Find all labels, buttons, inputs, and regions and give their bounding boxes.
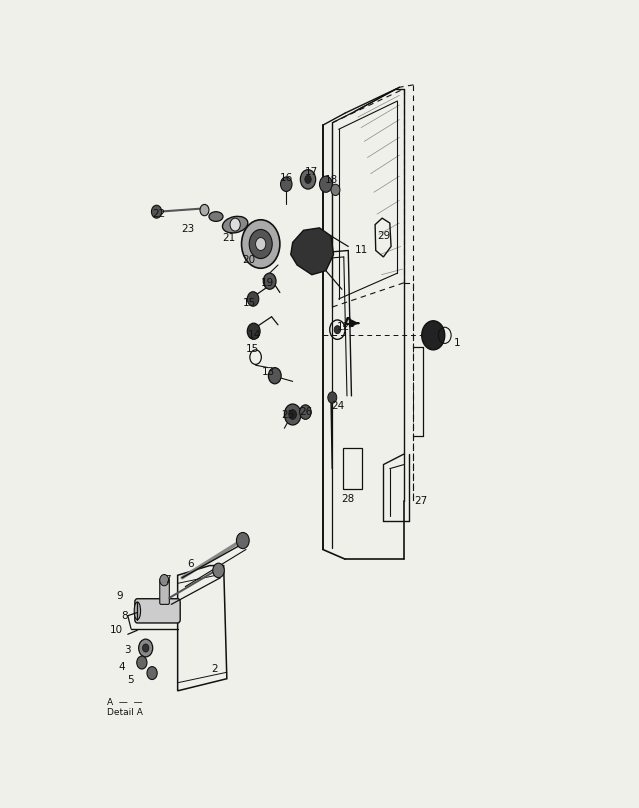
- Text: 4: 4: [118, 662, 125, 671]
- Circle shape: [200, 204, 209, 216]
- Circle shape: [289, 410, 296, 419]
- Circle shape: [230, 218, 240, 231]
- Text: 28: 28: [342, 494, 355, 503]
- Text: 16: 16: [280, 173, 293, 183]
- Circle shape: [147, 667, 157, 680]
- Text: 6: 6: [187, 559, 194, 569]
- Text: 27: 27: [414, 496, 427, 506]
- Text: 5: 5: [128, 675, 134, 685]
- Text: 7: 7: [164, 575, 171, 585]
- Text: 18: 18: [325, 175, 337, 185]
- Circle shape: [256, 238, 266, 250]
- Circle shape: [213, 563, 224, 578]
- Circle shape: [300, 405, 311, 419]
- Text: 1: 1: [454, 339, 460, 348]
- Circle shape: [328, 392, 337, 403]
- Circle shape: [236, 532, 249, 549]
- Circle shape: [137, 656, 147, 669]
- Text: A  —  —: A — —: [107, 697, 143, 706]
- Text: 19: 19: [261, 278, 273, 288]
- FancyBboxPatch shape: [160, 579, 169, 604]
- Circle shape: [300, 170, 316, 189]
- Text: 15: 15: [243, 298, 256, 308]
- Text: 3: 3: [125, 646, 131, 655]
- Circle shape: [334, 326, 341, 334]
- Circle shape: [142, 644, 149, 652]
- Text: 11: 11: [355, 246, 367, 255]
- FancyBboxPatch shape: [135, 599, 180, 623]
- Circle shape: [151, 205, 162, 218]
- Circle shape: [247, 323, 260, 339]
- Text: 22: 22: [152, 209, 165, 219]
- Circle shape: [242, 220, 280, 268]
- Ellipse shape: [222, 217, 248, 233]
- Text: 14: 14: [248, 330, 261, 340]
- Circle shape: [320, 176, 332, 192]
- Ellipse shape: [134, 602, 141, 620]
- Text: 13: 13: [262, 367, 275, 377]
- Text: A: A: [343, 316, 353, 330]
- Circle shape: [268, 368, 281, 384]
- Ellipse shape: [209, 212, 223, 221]
- Circle shape: [263, 273, 276, 289]
- Text: 9: 9: [117, 591, 123, 601]
- Text: 12: 12: [337, 322, 350, 332]
- Circle shape: [284, 404, 301, 425]
- Text: 20: 20: [243, 255, 256, 265]
- Circle shape: [249, 229, 272, 259]
- Circle shape: [139, 639, 153, 657]
- Text: 25: 25: [281, 410, 294, 419]
- Text: 26: 26: [299, 407, 312, 417]
- Circle shape: [305, 175, 311, 183]
- Text: Detail A: Detail A: [107, 708, 143, 717]
- Circle shape: [281, 177, 292, 191]
- Text: 23: 23: [181, 224, 194, 234]
- Text: 8: 8: [121, 611, 128, 621]
- Text: 15: 15: [246, 344, 259, 354]
- Text: 21: 21: [222, 234, 235, 243]
- Text: 24: 24: [331, 401, 344, 410]
- Text: 17: 17: [305, 167, 318, 177]
- Circle shape: [331, 184, 340, 196]
- Circle shape: [160, 574, 169, 586]
- Text: 10: 10: [110, 625, 123, 635]
- Text: 29: 29: [377, 231, 390, 241]
- Circle shape: [422, 321, 445, 350]
- Text: 2: 2: [211, 664, 217, 674]
- Polygon shape: [291, 228, 334, 275]
- Circle shape: [247, 292, 259, 306]
